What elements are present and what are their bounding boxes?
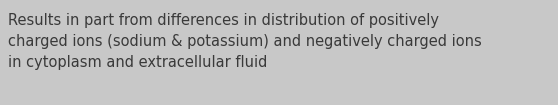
Text: Results in part from differences in distribution of positively
charged ions (sod: Results in part from differences in dist…: [8, 13, 482, 70]
